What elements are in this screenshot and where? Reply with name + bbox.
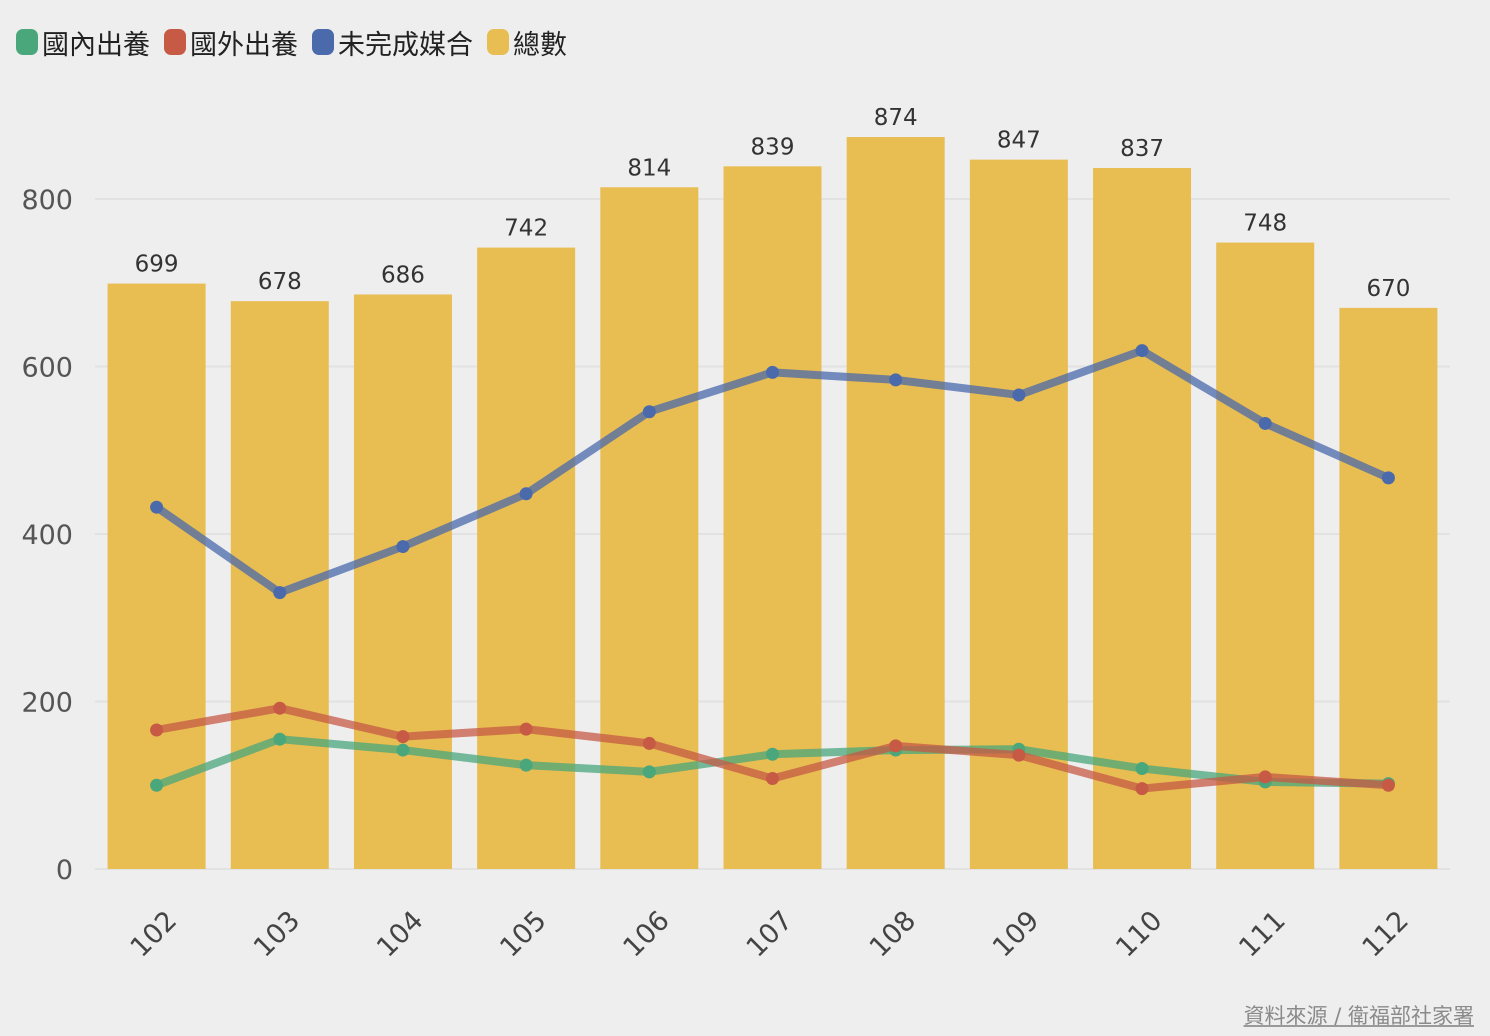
bar	[477, 247, 576, 869]
bar-value-label: 837	[1120, 136, 1164, 162]
series-point	[642, 765, 656, 779]
series-point	[396, 730, 410, 744]
bar	[230, 301, 329, 869]
y-tick-label: 400	[21, 520, 73, 551]
legend-label-overseas-adoption: 國外出養	[190, 29, 298, 61]
bar-value-label: 742	[504, 216, 548, 242]
axes: 0 200 400 600 800 102 103 104 105 106 107 108 109 110…	[21, 185, 1414, 963]
legend-item-overseas-adoption[interactable]: 國外出養	[164, 23, 298, 62]
series-point	[273, 586, 287, 600]
bar-value-label: 874	[874, 105, 918, 131]
bar-value-label: 748	[1243, 211, 1287, 237]
bar-series-total	[107, 137, 1438, 870]
x-tick-label: 102	[125, 905, 183, 963]
x-tick-label: 108	[864, 905, 922, 963]
x-tick-label: 103	[248, 905, 306, 963]
series-point	[766, 365, 779, 379]
x-tick-label: 106	[617, 905, 675, 963]
legend-swatch-unmatched	[312, 29, 334, 55]
x-tick-label: 104	[371, 905, 429, 963]
y-tick-label: 800	[21, 185, 73, 216]
x-tick-label: 111	[1233, 905, 1291, 963]
series-point	[1258, 416, 1272, 430]
bar	[1216, 242, 1315, 870]
legend-item-domestic-adoption[interactable]: 國內出養	[16, 23, 150, 62]
bar-value-label: 839	[751, 134, 795, 160]
series-point	[1012, 748, 1026, 762]
series-point	[273, 732, 287, 746]
data-labels: 699 678 686 742 814 839 874 847 837 748 670	[135, 105, 1411, 302]
series-point	[766, 772, 779, 786]
bar	[1339, 307, 1438, 869]
x-tick-label: 109	[987, 905, 1045, 963]
series-point	[1258, 770, 1272, 784]
series-point	[889, 739, 903, 753]
series-point	[642, 405, 656, 419]
bar	[1093, 168, 1192, 869]
series-point	[889, 373, 903, 387]
series-point	[1012, 388, 1026, 402]
series-point	[1381, 778, 1395, 792]
bar-value-label: 686	[381, 262, 425, 288]
source-note[interactable]: 資料來源 / 衛福部社家署	[1243, 1004, 1474, 1028]
bar-value-label: 847	[997, 128, 1041, 154]
x-tick-label: 110	[1110, 905, 1168, 963]
bar-value-label: 678	[258, 269, 302, 295]
x-tick-label: 112	[1357, 905, 1415, 963]
line-series-group	[150, 344, 1395, 796]
series-point	[396, 540, 410, 554]
legend-label-total: 總數	[513, 29, 567, 61]
chart-legend: 國內出養 國外出養 未完成媒合 總數	[16, 22, 567, 62]
y-tick-label: 600	[21, 353, 73, 384]
legend-swatch-domestic-adoption	[16, 29, 38, 55]
series-point	[1381, 471, 1395, 485]
series-point	[1135, 344, 1149, 358]
series-point	[396, 743, 410, 757]
bar-value-label: 699	[135, 252, 179, 278]
series-point	[150, 500, 164, 514]
series-point	[150, 778, 164, 792]
series-point	[1135, 782, 1149, 796]
legend-label-unmatched: 未完成媒合	[338, 29, 473, 61]
series-point	[1135, 762, 1149, 775]
bar	[846, 137, 945, 869]
bar	[723, 166, 822, 869]
bar-value-label: 814	[627, 155, 671, 181]
legend-label-domestic-adoption: 國內出養	[42, 29, 150, 61]
series-point	[519, 487, 533, 501]
legend-swatch-overseas-adoption	[164, 29, 186, 55]
x-tick-label: 107	[741, 905, 799, 963]
series-point	[766, 747, 779, 761]
series-point	[273, 701, 287, 715]
bar	[353, 294, 452, 870]
bar-value-label: 670	[1366, 276, 1410, 302]
legend-item-total[interactable]: 總數	[487, 23, 567, 62]
x-tick-label: 105	[494, 905, 552, 963]
series-point	[519, 758, 533, 772]
series-point	[519, 722, 533, 736]
series-point	[642, 736, 656, 750]
legend-swatch-total	[487, 29, 509, 55]
y-tick-label: 200	[21, 688, 73, 719]
y-tick-label: 0	[56, 855, 73, 886]
legend-item-unmatched[interactable]: 未完成媒合	[312, 23, 473, 62]
series-point	[150, 723, 164, 737]
